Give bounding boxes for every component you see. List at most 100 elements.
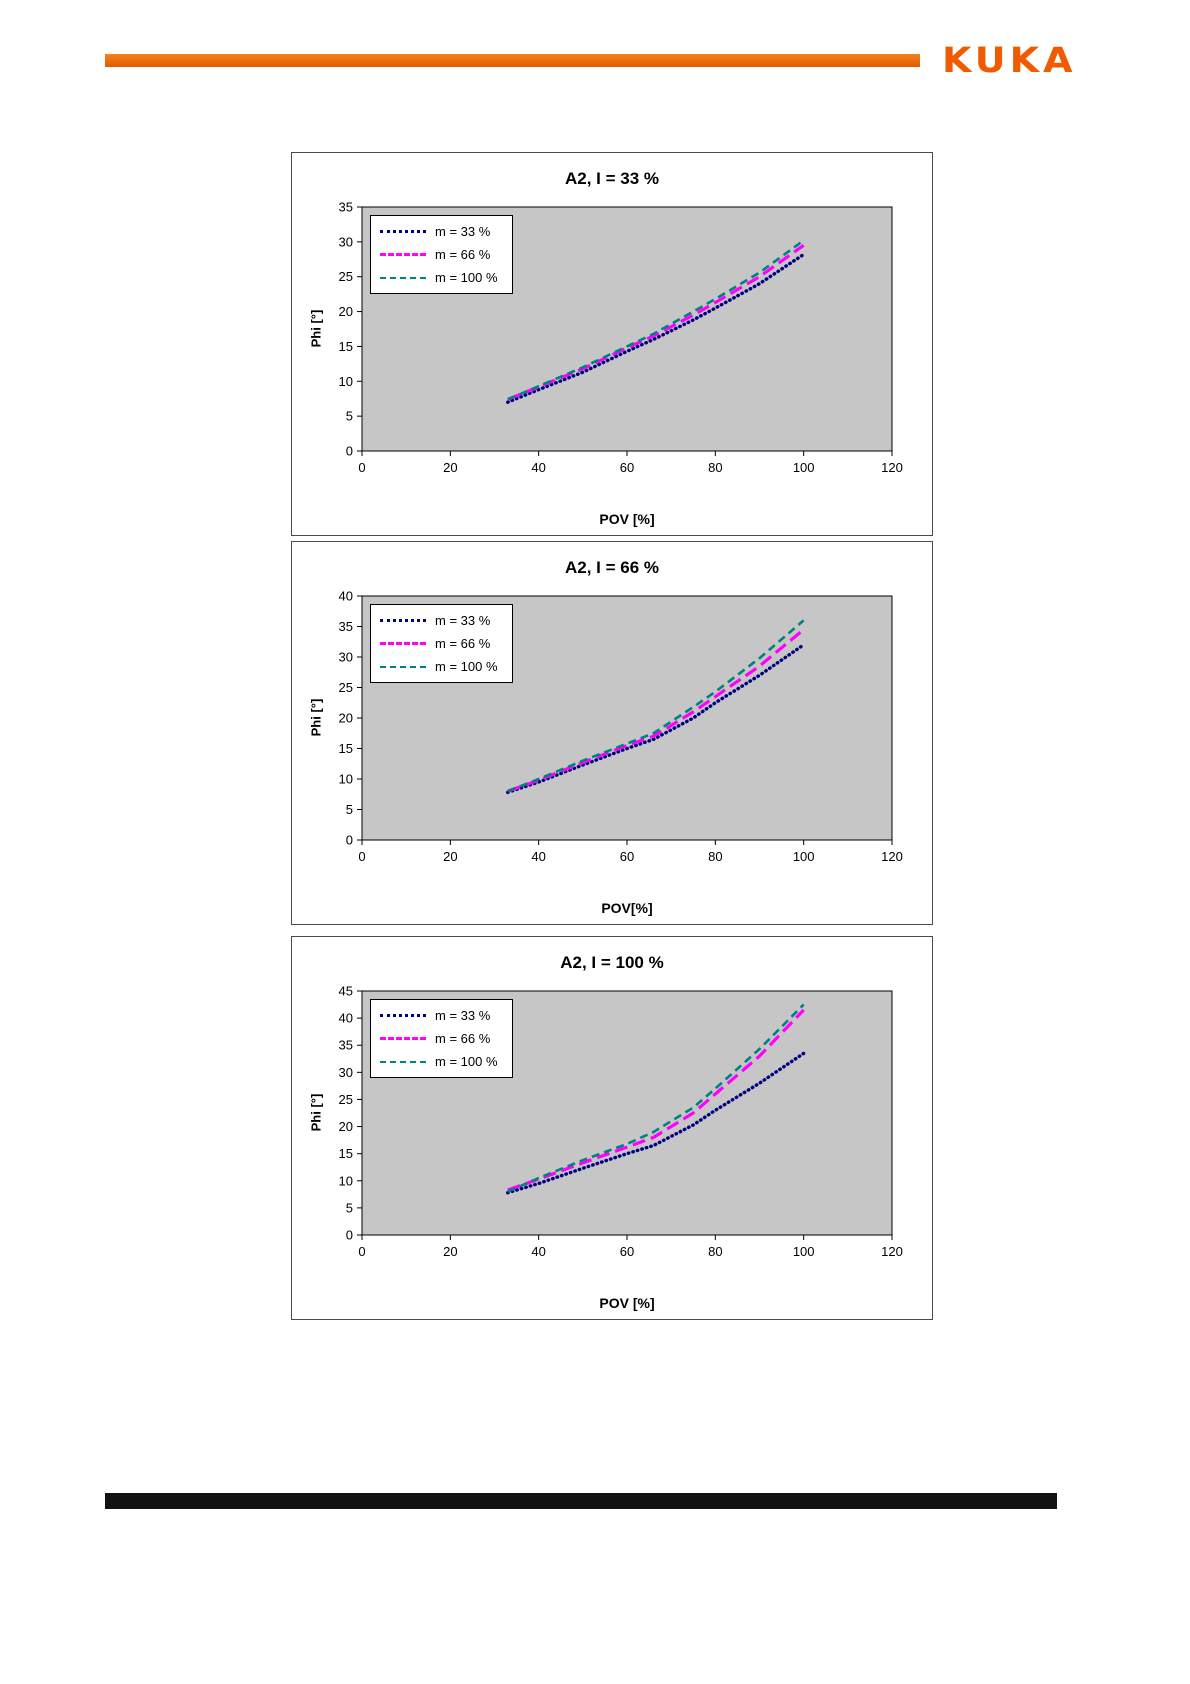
legend-line-sample: [380, 230, 426, 233]
x-tick-label: 80: [708, 1244, 722, 1259]
legend-item: m = 33 %: [380, 613, 498, 628]
x-tick-label: 20: [443, 849, 457, 864]
y-tick-label: 45: [339, 984, 353, 999]
y-tick-label: 5: [346, 802, 353, 817]
x-tick-label: 20: [443, 460, 457, 475]
legend-line-sample: [380, 642, 426, 645]
y-tick-label: 40: [339, 589, 353, 604]
y-tick-label: 5: [346, 409, 353, 424]
y-tick-label: 30: [339, 650, 353, 665]
y-tick-label: 15: [339, 339, 353, 354]
y-tick-label: 0: [346, 1228, 353, 1243]
legend-item: m = 100 %: [380, 659, 498, 674]
legend-line-sample: [380, 1037, 426, 1040]
series-line: [506, 252, 806, 404]
chart-panel: A2, I = 66 % Phi [°] 0 20 40 60 80 100 120 0 5 10…: [291, 541, 933, 925]
series-line: [506, 643, 806, 795]
kuka-logo: KUKA: [942, 39, 1077, 81]
y-tick-label: 25: [339, 269, 353, 284]
x-tick-label: 80: [708, 460, 722, 475]
series-line: [507, 239, 805, 401]
y-tick-label: 35: [339, 1038, 353, 1053]
x-tick-label: 40: [531, 460, 545, 475]
legend-label: m = 33 %: [435, 613, 491, 628]
x-tick-label: 60: [620, 849, 634, 864]
x-tick-label: 80: [708, 849, 722, 864]
chart-title: A2, I = 33 %: [564, 169, 660, 188]
y-tick-label: 25: [339, 1092, 353, 1107]
legend-line-sample: [380, 619, 426, 622]
x-tick-label: 60: [620, 460, 634, 475]
chart-title: A2, I = 100 %: [560, 953, 664, 972]
legend: m = 33 % m = 66 % m = 100 %: [370, 215, 513, 294]
legend-line-sample: [380, 1060, 426, 1063]
legend-line-sample: [380, 665, 426, 668]
x-tick-label: 0: [358, 1244, 365, 1259]
y-tick-label: 5: [346, 1200, 353, 1215]
legend-item: m = 66 %: [380, 636, 498, 651]
legend: m = 33 % m = 66 % m = 100 %: [370, 604, 513, 683]
header-rule: [105, 54, 920, 67]
series-line: [507, 628, 805, 793]
legend-label: m = 66 %: [435, 636, 491, 651]
legend-item: m = 33 %: [380, 224, 498, 239]
chart-title: A2, I = 66 %: [564, 558, 660, 577]
legend-item: m = 66 %: [380, 247, 498, 262]
y-tick-label: 0: [346, 444, 353, 459]
y-tick-label: 20: [339, 711, 353, 726]
x-tick-label: 100: [793, 460, 815, 475]
legend-label: m = 100 %: [435, 659, 498, 674]
y-tick-label: 20: [339, 304, 353, 319]
legend-label: m = 100 %: [435, 270, 498, 285]
legend-item: m = 100 %: [380, 1054, 498, 1069]
legend-line-sample: [380, 1014, 426, 1017]
legend-line-sample: [380, 276, 426, 279]
x-tick-label: 60: [620, 1244, 634, 1259]
x-tick-label: 120: [881, 1244, 903, 1259]
x-tick-label: 100: [793, 1244, 815, 1259]
legend-label: m = 66 %: [435, 247, 491, 262]
legend-label: m = 33 %: [435, 1008, 491, 1023]
chart-panel: A2, I = 100 % Phi [°] 0 20 40 60 80 100 120 0 5 1…: [291, 936, 933, 1320]
plot-area: 0 20 40 60 80 100 120 0 5 10 15 20 25 30 35: [339, 200, 903, 476]
x-tick-label: 20: [443, 1244, 457, 1259]
x-tick-label: 0: [358, 849, 365, 864]
y-tick-label: 35: [339, 619, 353, 634]
y-tick-label: 30: [339, 234, 353, 249]
chart-panel: A2, I = 33 % Phi [°] 0 20 40 60 80 100 120 0 5 10…: [291, 152, 933, 536]
legend-item: m = 33 %: [380, 1008, 498, 1023]
legend-label: m = 66 %: [435, 1031, 491, 1046]
x-tick-label: 120: [881, 849, 903, 864]
legend-label: m = 33 %: [435, 224, 491, 239]
x-axis-title: POV[%]: [601, 900, 653, 916]
x-axis-title: POV [%]: [599, 1295, 655, 1311]
legend-line-sample: [380, 253, 426, 256]
series-line: [507, 1003, 805, 1193]
series-line: [507, 619, 805, 793]
y-tick-label: 25: [339, 680, 353, 695]
x-axis-title: POV [%]: [599, 511, 655, 527]
y-tick-label: 35: [339, 200, 353, 215]
series-line: [507, 244, 805, 401]
y-tick-label: 20: [339, 1119, 353, 1134]
y-tick-label: 15: [339, 1146, 353, 1161]
y-tick-label: 10: [339, 772, 353, 787]
series-line: [507, 1008, 805, 1192]
x-tick-label: 40: [531, 1244, 545, 1259]
legend-label: m = 100 %: [435, 1054, 498, 1069]
y-tick-label: 30: [339, 1065, 353, 1080]
y-tick-label: 10: [339, 374, 353, 389]
x-tick-label: 40: [531, 849, 545, 864]
footer-rule: [105, 1493, 1057, 1509]
legend: m = 33 % m = 66 % m = 100 %: [370, 999, 513, 1078]
y-tick-label: 0: [346, 833, 353, 848]
y-tick-label: 10: [339, 1173, 353, 1188]
x-tick-label: 120: [881, 460, 903, 475]
legend-item: m = 100 %: [380, 270, 498, 285]
series-line: [506, 1051, 806, 1195]
x-tick-label: 0: [358, 460, 365, 475]
y-tick-label: 40: [339, 1011, 353, 1026]
y-tick-label: 15: [339, 741, 353, 756]
legend-item: m = 66 %: [380, 1031, 498, 1046]
x-tick-label: 100: [793, 849, 815, 864]
